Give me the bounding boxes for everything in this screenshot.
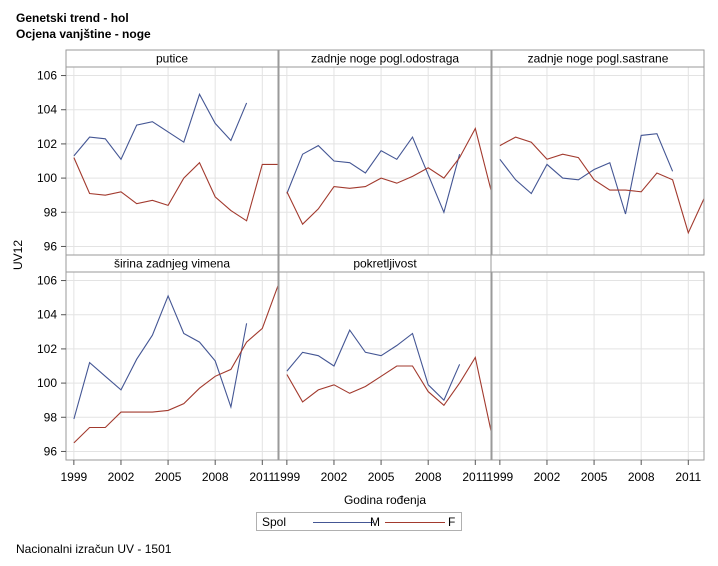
panel-frame (491, 271, 705, 461)
x-tick-label: 1999 (61, 470, 88, 484)
panel-title: putice (156, 52, 188, 66)
y-tick-label: 106 (37, 69, 57, 83)
series-line-m (73, 92, 248, 161)
series-line-f (286, 356, 492, 432)
x-tick-label: 2008 (628, 470, 655, 484)
x-tick-label: 2008 (202, 470, 229, 484)
x-axis-title: Godina rođenja (344, 493, 426, 507)
panel-2: zadnje noge pogl.odostraga (278, 49, 492, 256)
x-tick-label: 2008 (415, 470, 442, 484)
x-tick-label: 2005 (155, 470, 182, 484)
legend-line-f (385, 522, 445, 523)
legend-label-m: M (370, 515, 380, 529)
panel-title: širina zadnjeg vimena (114, 257, 230, 271)
series-line-f (73, 157, 278, 222)
legend-label-f: F (448, 515, 456, 529)
panel-frame (278, 66, 492, 256)
series-line-f (73, 285, 279, 444)
y-tick-label: 96 (44, 239, 58, 253)
panel-4: širina zadnjeg vimena (65, 254, 279, 461)
panel-title: zadnje noge pogl.odostraga (311, 52, 459, 66)
x-tick-label: 2005 (368, 470, 395, 484)
panel-5: pokretljivost (278, 254, 492, 461)
x-tick-label: 2002 (321, 470, 348, 484)
panel-title: zadnje noge pogl.sastrane (528, 52, 669, 66)
series-line-f (286, 126, 492, 226)
y-tick-label: 104 (37, 103, 57, 117)
panel-title: pokretljivost (353, 257, 417, 271)
x-tick-label: 2005 (581, 470, 608, 484)
series-line-m (286, 135, 461, 214)
y-tick-label: 100 (37, 376, 57, 390)
x-tick-label: 2011 (462, 470, 488, 484)
y-tick-label: 96 (44, 444, 58, 458)
chart-title: Genetski trend - hol (16, 11, 129, 25)
panel-frame (278, 271, 492, 461)
series-line-m (499, 133, 674, 215)
panel-frame (491, 66, 705, 256)
y-axis-title: UV12 (11, 240, 25, 270)
x-tick-label: 2002 (108, 470, 135, 484)
legend: Spol M F (256, 512, 462, 531)
x-tick-label: 1999 (274, 470, 301, 484)
legend-title: Spol (262, 515, 287, 529)
series-line-m (286, 328, 461, 402)
series-line-f (499, 136, 705, 235)
panel-3: zadnje noge pogl.sastrane (491, 49, 705, 256)
y-tick-label: 98 (44, 410, 58, 424)
y-tick-label: 102 (37, 137, 57, 151)
empty-panel (491, 271, 705, 461)
series-line-m (73, 294, 248, 420)
y-tick-label: 104 (37, 308, 57, 322)
panel-1: putice (65, 49, 279, 256)
x-tick-label: 2011 (249, 470, 275, 484)
chart-subtitle: Ocjena vanjštine - noge (16, 27, 151, 41)
y-tick-label: 98 (44, 205, 58, 219)
x-tick-label: 1999 (487, 470, 514, 484)
footnote: Nacionalni izračun UV - 1501 (16, 542, 172, 556)
x-tick-label: 2011 (675, 470, 701, 484)
panel-frame (65, 66, 279, 256)
panel-frame (65, 271, 279, 461)
y-tick-label: 102 (37, 342, 57, 356)
x-tick-label: 2002 (534, 470, 561, 484)
y-tick-label: 106 (37, 274, 57, 288)
y-tick-label: 100 (37, 171, 57, 185)
legend-line-m (313, 522, 373, 523)
